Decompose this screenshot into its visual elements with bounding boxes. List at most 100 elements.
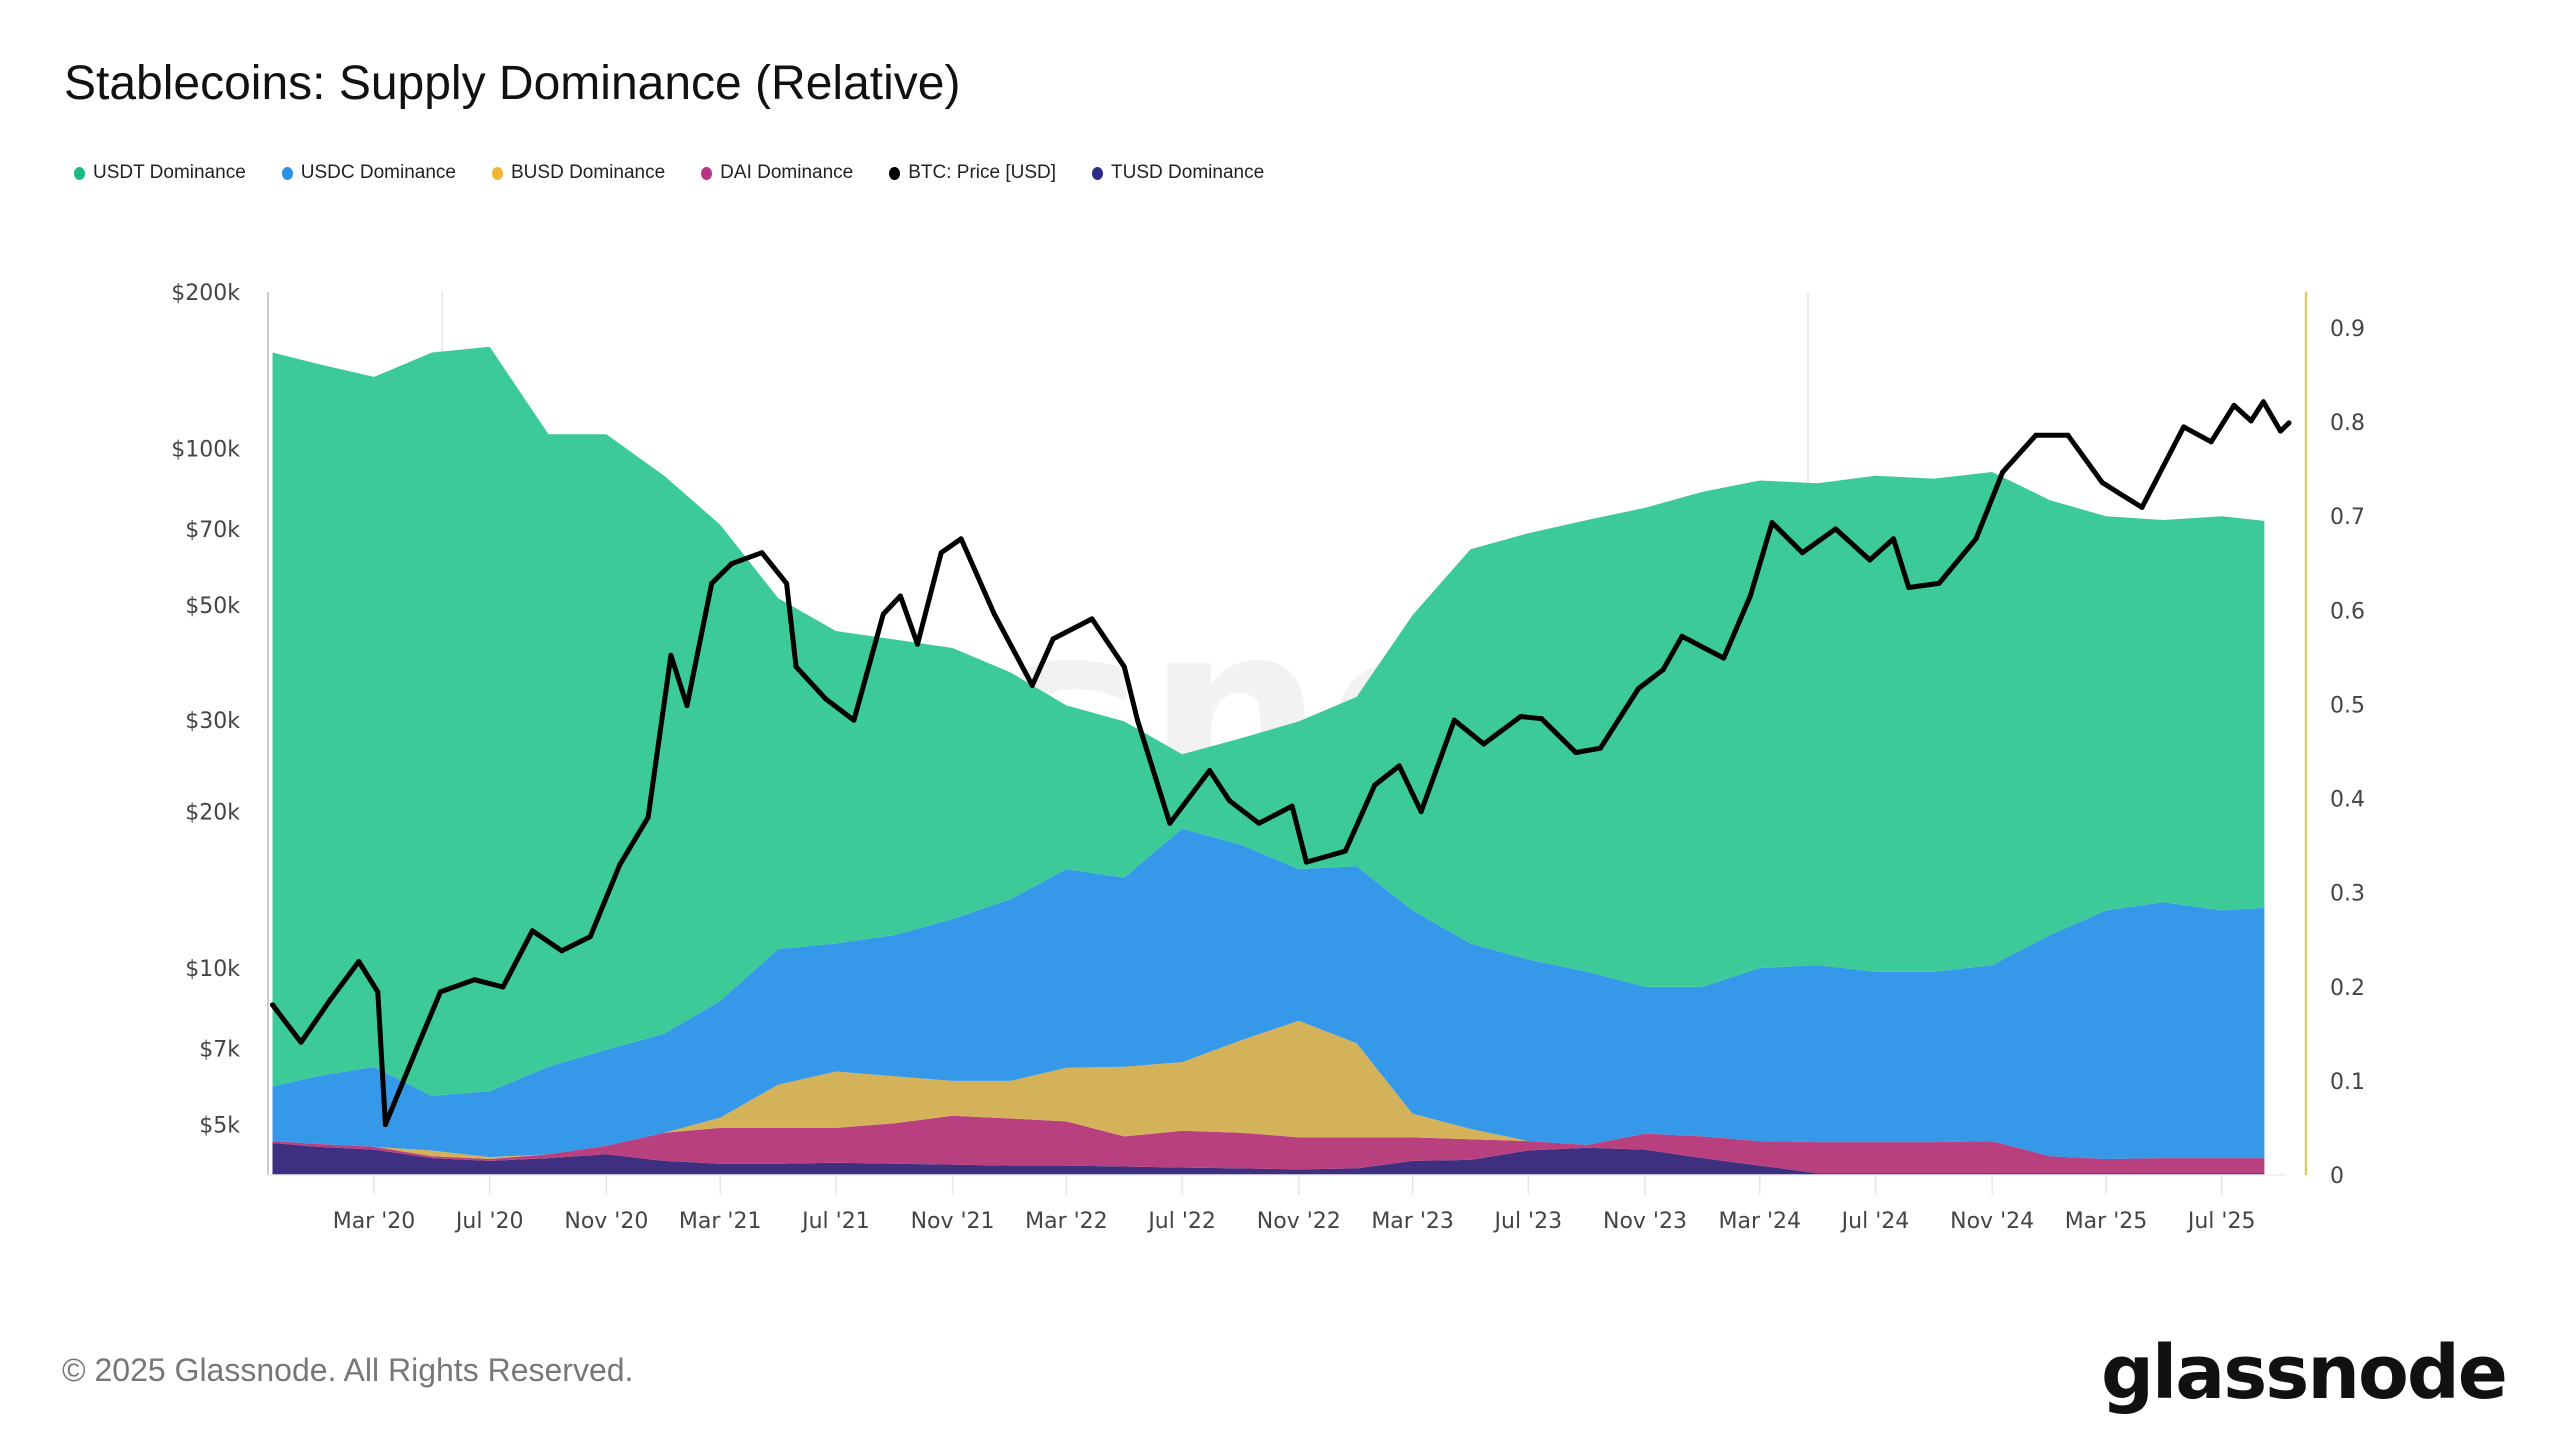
left-axis-tick-label: $50k (185, 594, 240, 619)
btc-price-point (1135, 717, 1141, 723)
btc-price-point (1089, 616, 1095, 622)
btc-price-point (1635, 686, 1641, 692)
legend: USDT Dominance USDC Dominance BUSD Domin… (74, 162, 1264, 184)
x-axis-tick-label: Mar '22 (1025, 1209, 1108, 1234)
btc-price-point (1573, 749, 1579, 755)
btc-price-point (1936, 580, 1942, 586)
axes: $200k $100k $70k $50k $30k $20k $10k $7k $5k 0 0.1… (171, 281, 2365, 1234)
right-axis-tick-label: 0.8 (2330, 411, 2365, 436)
right-axis-tick-label: 0.2 (2330, 976, 2365, 1001)
btc-price-point (645, 814, 651, 820)
btc-price-point (2208, 439, 2214, 445)
right-axis-tick-label: 0.9 (2330, 317, 2365, 342)
legend-dot-icon (1092, 166, 1104, 180)
btc-price-point (1418, 809, 1424, 815)
left-axis-tick-label: $20k (185, 801, 240, 826)
legend-dot-icon (701, 166, 713, 180)
btc-price-point (327, 997, 333, 1003)
btc-price-point (2000, 469, 2006, 475)
legend-label: USDC Dominance (300, 162, 456, 183)
legend-label: BUSD Dominance (511, 162, 666, 183)
btc-price-point (1799, 550, 1805, 556)
btc-price-point (356, 958, 362, 964)
btc-price-point (1451, 717, 1457, 723)
x-axis-tick-label: Jul '23 (1493, 1209, 1563, 1234)
btc-price-point (1721, 655, 1727, 661)
btc-price-point (1303, 859, 1309, 865)
x-axis-tick-label: Nov '22 (1257, 1209, 1341, 1234)
left-axis-tick-label: $7k (199, 1038, 240, 1063)
btc-price-point (529, 928, 535, 934)
btc-price-point (2116, 490, 2122, 496)
copyright-footer: © 2025 Glassnode. All Rights Reserved. (62, 1352, 634, 1388)
btc-price-point (1539, 716, 1545, 722)
btc-price-point (1050, 636, 1056, 642)
btc-price-point (851, 717, 857, 723)
legend-label: BTC: Price [USD] (908, 162, 1057, 183)
legend-dot-icon (889, 166, 901, 180)
area-dai[interactable] (272, 1115, 2265, 1174)
btc-price-point (793, 664, 799, 670)
btc-price-point (1396, 763, 1402, 769)
btc-price-point (1747, 593, 1753, 599)
btc-price-point (1227, 798, 1233, 804)
x-axis-tick-label: Nov '23 (1603, 1209, 1687, 1234)
x-axis-tick-label: Jul '25 (2186, 1209, 2256, 1234)
x-axis-tick-label: Jul '20 (454, 1209, 524, 1234)
area-usdc[interactable] (272, 828, 2265, 1159)
x-axis-tick-label: Jul '24 (1840, 1209, 1910, 1234)
legend-item-dai[interactable]: DAI Dominance (701, 162, 853, 184)
btc-price-point (784, 580, 790, 586)
area-tusd[interactable] (272, 1143, 2265, 1175)
area-busd[interactable] (272, 1020, 2265, 1159)
btc-price-point (1597, 745, 1603, 751)
btc-price-point (880, 611, 886, 617)
x-axis-tick-label: Mar '24 (1718, 1209, 1801, 1234)
btc-price-point (991, 611, 997, 617)
btc-price-point (587, 934, 593, 940)
right-axis-tick-label: 0.1 (2330, 1070, 2365, 1095)
btc-price-point (2277, 428, 2283, 434)
chart-title: Stablecoins: Supply Dominance (Relative) (64, 57, 961, 110)
x-axis-tick-label: Jul '21 (800, 1209, 870, 1234)
btc-price-point (668, 652, 674, 658)
btc-price-point (617, 862, 623, 868)
legend-item-tusd[interactable]: TUSD Dominance (1092, 162, 1264, 184)
right-axis-tick-label: 0.5 (2330, 693, 2365, 718)
btc-price-point (559, 948, 565, 954)
btc-price-point (1973, 536, 1979, 542)
legend-label: TUSD Dominance (1111, 162, 1265, 183)
btc-price-point (684, 703, 690, 709)
legend-dot-icon (281, 166, 293, 180)
legend-item-usdc[interactable]: USDC Dominance (281, 162, 456, 184)
btc-price-point (1289, 803, 1295, 809)
btc-price-point (1833, 526, 1839, 532)
right-axis-tick-label: 0 (2330, 1164, 2344, 1189)
btc-price-point (1342, 848, 1348, 854)
btc-price-point (1906, 585, 1912, 591)
legend-item-usdt[interactable]: USDT Dominance (74, 162, 246, 184)
btc-price-point (2286, 420, 2292, 426)
btc-price-point (414, 1046, 420, 1052)
btc-price-point (1679, 633, 1685, 639)
btc-price-point (2033, 432, 2039, 438)
left-axis-tick-label: $30k (185, 709, 240, 734)
legend-dot-icon (492, 166, 503, 180)
legend-item-busd[interactable]: BUSD Dominance (492, 162, 665, 184)
btc-price-point (1121, 664, 1127, 670)
x-axis-tick-label: Jul '22 (1146, 1209, 1216, 1234)
left-axis-tick-label: $70k (185, 518, 240, 543)
btc-price-point (472, 977, 478, 983)
legend-label: DAI Dominance (720, 162, 854, 183)
btc-price-point (1207, 768, 1213, 774)
legend-dot-icon (74, 166, 85, 180)
btc-price-point (822, 696, 828, 702)
btc-price-point (914, 641, 920, 647)
x-axis-tick-label: Nov '20 (564, 1209, 648, 1234)
x-axis-tick-label: Mar '20 (333, 1209, 416, 1234)
btc-price-point (1867, 557, 1873, 563)
btc-price-point (1660, 667, 1666, 673)
btc-price-point (2231, 402, 2237, 408)
btc-price-point (1769, 520, 1775, 526)
legend-item-btc-price[interactable]: BTC: Price [USD] (889, 162, 1056, 184)
